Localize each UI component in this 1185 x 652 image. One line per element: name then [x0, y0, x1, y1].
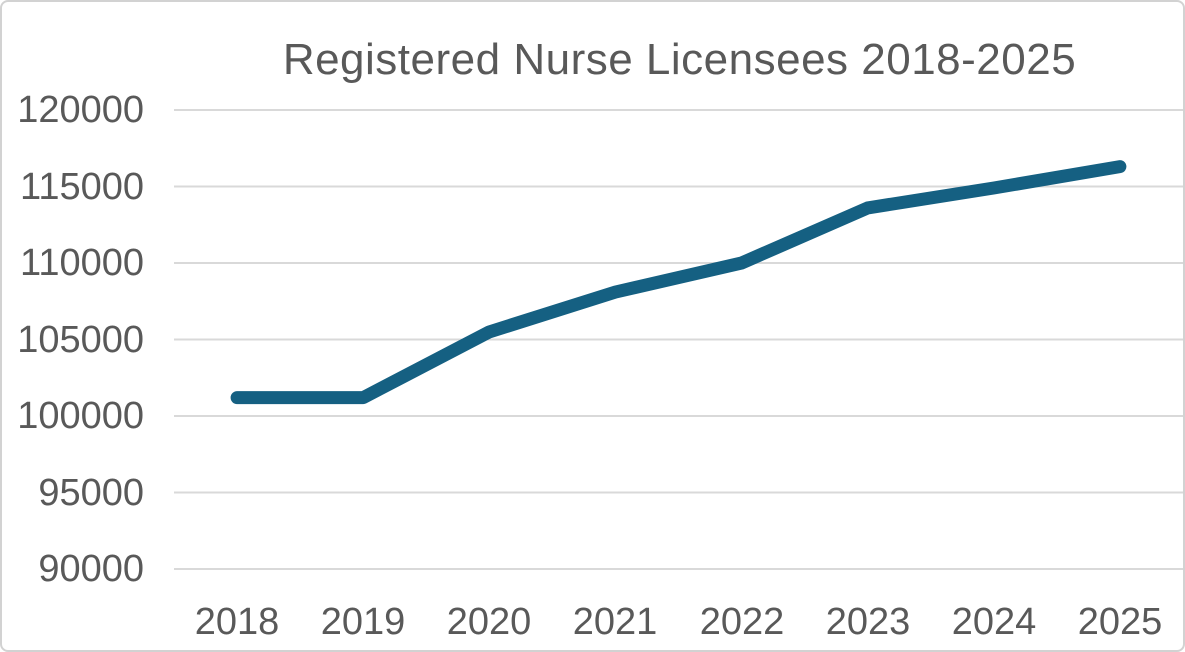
y-tick-label: 100000 — [17, 395, 144, 437]
x-tick-label: 2024 — [951, 601, 1037, 643]
x-tick-label: 2019 — [320, 601, 406, 643]
x-tick-label: 2021 — [572, 601, 658, 643]
y-tick-label: 115000 — [20, 166, 144, 208]
x-tick-label: 2018 — [194, 601, 280, 643]
y-tick-label: 95000 — [38, 472, 144, 514]
y-tick-label: 110000 — [20, 242, 144, 284]
y-tick-label: 90000 — [38, 548, 144, 590]
y-tick-label: 120000 — [17, 89, 144, 131]
x-tick-label: 2023 — [825, 601, 911, 643]
data-line — [230, 160, 1127, 405]
x-tick-label: 2025 — [1077, 601, 1163, 643]
x-tick-label: 2022 — [699, 601, 785, 643]
y-tick-label: 105000 — [17, 319, 144, 361]
x-tick-label: 2020 — [446, 601, 532, 643]
chart-title: Registered Nurse Licensees 2018-2025 — [282, 35, 1077, 84]
